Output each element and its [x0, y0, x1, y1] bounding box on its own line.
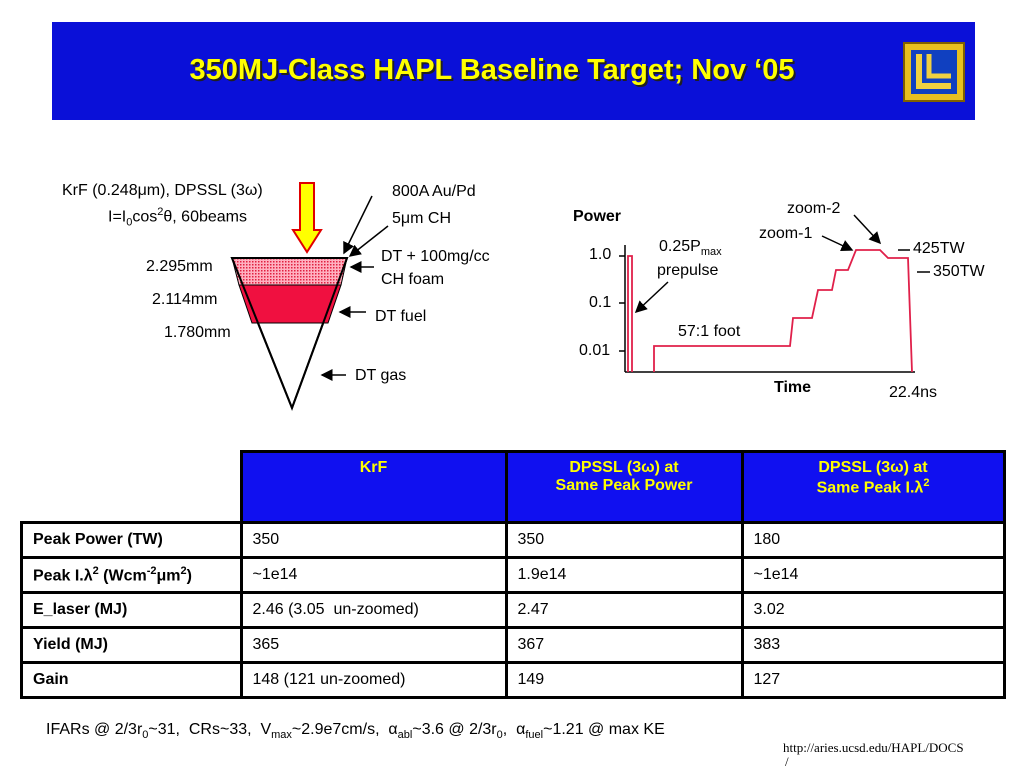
peak-label: 350TW: [933, 263, 985, 280]
cell: 148 (121 un-zoomed): [239, 661, 508, 699]
source-url: http://aries.ucsd.edu/HAPL/DOCS: [783, 740, 964, 755]
results-table: KrF DPSSL (3ω) at Same Peak Power DPSSL (…: [20, 450, 1006, 699]
laser-arrow: [291, 182, 323, 254]
slide-title: 350MJ-Class HAPL Baseline Target; Nov ‘0…: [189, 54, 795, 86]
zoom-label: zoom-2: [787, 200, 841, 217]
cell: 1.9e14: [504, 556, 744, 594]
column-header: DPSSL (3ω) at Same Peak I.λ2: [740, 450, 1006, 524]
column-header: DPSSL (3ω) at Same Peak Power: [504, 450, 744, 524]
peak-label: 425TW: [913, 240, 965, 257]
column-header: KrF: [239, 450, 508, 524]
foam-label: CH foam: [381, 271, 445, 288]
laser-label: KrF (0.248μm), DPSSL (3ω): [62, 182, 263, 199]
foot-label: 57:1 foot: [678, 323, 741, 340]
label-arrows: [320, 195, 882, 381]
cell: 2.47: [504, 591, 744, 629]
zoom-label: zoom-1: [759, 225, 813, 242]
pulse-x-label: Time: [774, 379, 812, 396]
cell: 383: [740, 626, 1006, 664]
duration-label: 22.4ns: [889, 384, 938, 401]
cell: 127: [740, 661, 1006, 699]
header-band: [52, 22, 975, 120]
fuel-layer: [238, 284, 342, 324]
diagram: [230, 182, 930, 411]
cell: ~1e14: [239, 556, 508, 594]
intensity-label: I=I0cos2θ, 60beams: [108, 206, 247, 229]
level-label: 0.01: [579, 342, 611, 359]
foam-label: DT + 100mg/cc: [381, 248, 490, 265]
gas-label: DT gas: [355, 367, 407, 384]
row-label: Peak Power (TW): [20, 521, 243, 559]
cell: 3.02: [740, 591, 1006, 629]
radius-label: 2.114mm: [152, 291, 218, 308]
coating-label: 800A Au/Pd: [392, 183, 476, 200]
pulse-axes: [619, 245, 930, 373]
cell: 149: [504, 661, 744, 699]
cell: 365: [239, 626, 508, 664]
foam-layer: [231, 257, 348, 286]
radius-label: 2.295mm: [146, 258, 213, 275]
prepulse-label: 0.25Pmax: [659, 238, 722, 259]
prepulse-label: prepulse: [657, 262, 719, 279]
logo: [903, 42, 965, 102]
pulse-y-label: Power: [573, 208, 622, 225]
footnote: IFARs @ 2/3r0~31, CRs~33, Vmax~2.9e7cm/s…: [46, 721, 665, 742]
cell: 350: [504, 521, 744, 559]
cell: 2.46 (3.05 un-zoomed): [239, 591, 508, 629]
cell: 350: [239, 521, 508, 559]
level-label: 0.1: [589, 294, 612, 311]
row-label: Yield (MJ): [20, 626, 243, 664]
row-label: Gain: [20, 661, 243, 699]
fuel-label: DT fuel: [375, 308, 427, 325]
pulse-shape: [627, 249, 913, 373]
cell: 367: [504, 626, 744, 664]
level-label: 1.0: [589, 246, 612, 263]
coating-label: 5μm CH: [392, 210, 451, 227]
source-url: /: [785, 754, 789, 769]
cell: 180: [740, 521, 1006, 559]
row-label: E_laser (MJ): [20, 591, 243, 629]
cell: ~1e14: [740, 556, 1006, 594]
radius-label: 1.780mm: [164, 324, 231, 341]
row-label: Peak I.λ2 (Wcm-2μm2): [20, 556, 243, 594]
